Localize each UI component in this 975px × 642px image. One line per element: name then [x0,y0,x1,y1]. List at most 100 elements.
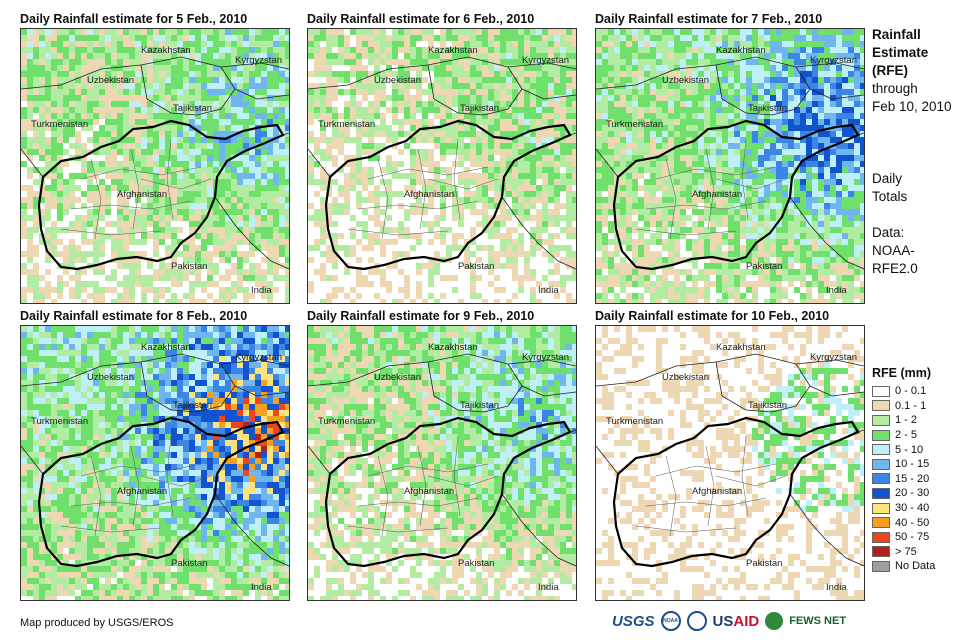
legend-item: 2 - 5 [872,428,935,443]
map-label-pakistan: Pakistan [746,261,783,272]
legend-item: 50 - 75 [872,530,935,545]
legend-label: 1 - 2 [895,414,918,427]
legend-label: 40 - 50 [895,516,930,529]
map-label-uzbekistan: Uzbekistan [374,372,421,383]
side-title-1: Rainfall [872,27,921,42]
legend-label: 2 - 5 [895,429,918,442]
legend-swatch [872,385,890,397]
map-label-uzbekistan: Uzbekistan [374,75,421,86]
side-data-source-2: RFE2.0 [872,261,918,276]
legend-swatch [872,517,890,529]
legend-swatch [872,560,890,572]
map-label-india: India [538,582,559,593]
map-label-afghanistan: Afghanistan [117,486,168,497]
legend-item: 1 - 2 [872,413,935,428]
side-date: Feb 10, 2010 [872,99,952,114]
map-label-turkmenistan: Turkmenistan [606,119,664,130]
side-daily: Daily [872,171,903,186]
usaid-seal-icon [686,611,707,631]
legend-label: 15 - 20 [895,472,930,485]
legend-item: 5 - 10 [872,442,935,457]
legend-title: RFE (mm) [872,366,932,380]
legend-swatch [872,444,890,456]
logo-strip: USGS NOAA USAID FEWS NET [612,611,846,631]
map-label-afghanistan: Afghanistan [692,486,743,497]
map-label-tajikistan: Tajikistan [173,103,213,114]
map-label-kazakhstan: Kazakhstan [716,342,766,353]
map-label-pakistan: Pakistan [458,261,495,272]
map-label-tajikistan: Tajikistan [460,400,500,411]
legend-label: 0 - 0.1 [895,385,927,398]
usaid-logo: USAID [713,613,760,630]
map-credit: Map produced by USGS/EROS [20,617,174,629]
legend-item: 20 - 30 [872,486,935,501]
legend-swatch [872,502,890,514]
panel-title: Daily Rainfall estimate for 7 Feb., 2010 [595,12,823,26]
panel-title: Daily Rainfall estimate for 6 Feb., 2010 [307,12,535,26]
map-label-tajikistan: Tajikistan [748,400,788,411]
map-label-tajikistan: Tajikistan [173,400,213,411]
legend-swatch [872,429,890,441]
map-label-kyrgyzstan: Kyrgyzstan [810,352,857,363]
map-label-kazakhstan: Kazakhstan [428,45,478,56]
legend-swatch [872,546,890,558]
map-label-kyrgyzstan: Kyrgyzstan [810,55,857,66]
legend-item: 15 - 20 [872,472,935,487]
panel-title: Daily Rainfall estimate for 9 Feb., 2010 [307,309,535,323]
map-label-india: India [826,582,847,593]
legend-swatch [872,414,890,426]
legend-item: 40 - 50 [872,515,935,530]
panel-title: Daily Rainfall estimate for 10 Feb., 201… [595,309,830,323]
map-label-afghanistan: Afghanistan [117,189,168,200]
map-label-pakistan: Pakistan [171,558,208,569]
rainfall-map: Kazakhstan Kyrgyzstan Uzbekistan Tajikistan… [20,325,290,601]
legend-item: > 75 [872,545,935,560]
rainfall-map: Kazakhstan Kyrgyzstan Uzbekistan Tajikistan… [307,325,577,601]
map-label-pakistan: Pakistan [746,558,783,569]
legend-item: 0.1 - 1 [872,399,935,414]
map-label-turkmenistan: Turkmenistan [31,119,89,130]
legend-swatch [872,487,890,499]
legend-item: 30 - 40 [872,501,935,516]
side-data-label: Data: [872,225,905,240]
legend-swatch [872,458,890,470]
side-title-2: Estimate [872,45,929,60]
map-label-afghanistan: Afghanistan [404,486,455,497]
map-label-kyrgyzstan: Kyrgyzstan [235,55,282,66]
map-label-uzbekistan: Uzbekistan [662,75,709,86]
map-label-kazakhstan: Kazakhstan [716,45,766,56]
map-label-uzbekistan: Uzbekistan [662,372,709,383]
map-label-pakistan: Pakistan [458,558,495,569]
legend-label: 30 - 40 [895,502,930,515]
side-through: through [872,81,918,96]
map-label-india: India [251,582,272,593]
map-label-kyrgyzstan: Kyrgyzstan [522,55,569,66]
usgs-logo: USGS [612,612,655,630]
map-label-turkmenistan: Turkmenistan [31,416,89,427]
panel-title: Daily Rainfall estimate for 5 Feb., 2010 [20,12,248,26]
map-label-india: India [826,285,847,296]
legend-label: 5 - 10 [895,443,924,456]
map-label-tajikistan: Tajikistan [460,103,500,114]
map-label-tajikistan: Tajikistan [748,103,788,114]
map-label-uzbekistan: Uzbekistan [87,372,134,383]
rainfall-map: Kazakhstan Kyrgyzstan Uzbekistan Tajikistan… [307,28,577,304]
side-title-3: (RFE) [872,63,908,78]
map-label-kazakhstan: Kazakhstan [141,45,191,56]
fews-leaf-icon [765,612,784,630]
legend-item: 10 - 15 [872,457,935,472]
legend-label: 10 - 15 [895,458,930,471]
noaa-logo-text: NOAA [663,618,678,624]
map-label-turkmenistan: Turkmenistan [606,416,664,427]
legend-label: 50 - 75 [895,531,930,544]
map-label-kazakhstan: Kazakhstan [141,342,191,353]
map-label-turkmenistan: Turkmenistan [318,416,376,427]
map-label-uzbekistan: Uzbekistan [87,75,134,86]
side-data-source-1: NOAA- [872,243,915,258]
panel-title: Daily Rainfall estimate for 8 Feb., 2010 [20,309,248,323]
side-info: Rainfall Estimate (RFE) through Feb 10, … [872,26,972,278]
legend-label: No Data [895,560,936,573]
map-label-kyrgyzstan: Kyrgyzstan [235,352,282,363]
map-label-india: India [251,285,272,296]
usaid-logo-us: US [712,612,734,630]
